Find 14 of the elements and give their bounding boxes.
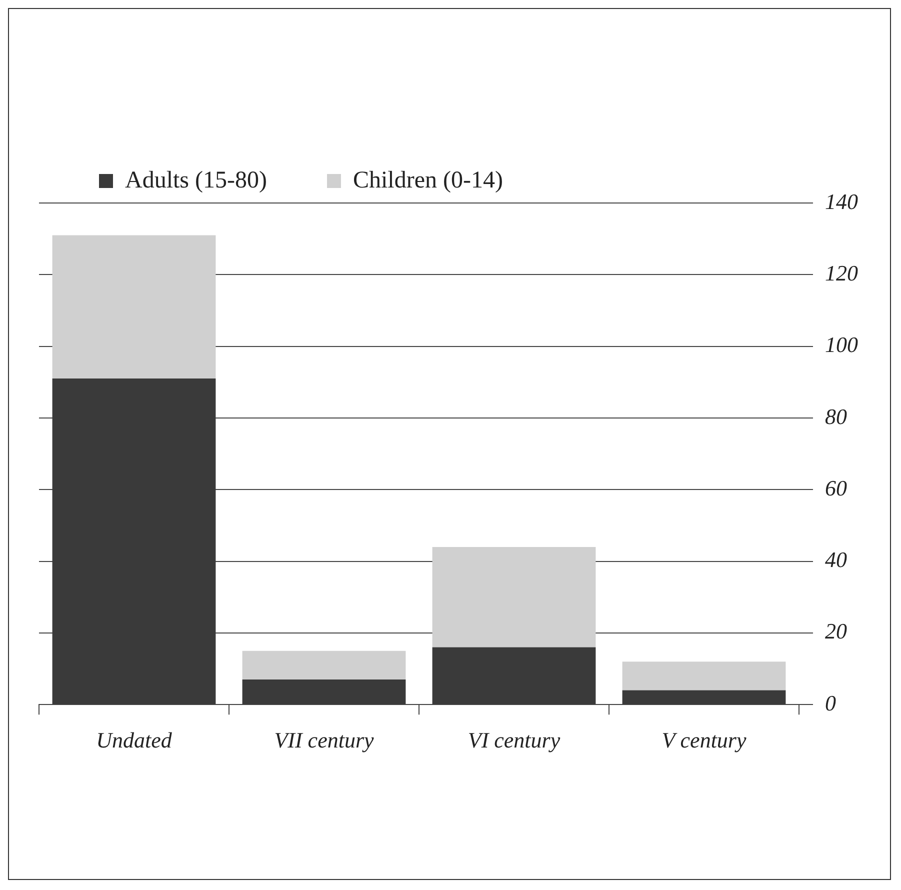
y-tick-label: 60 <box>825 475 847 500</box>
legend-label: Children (0-14) <box>352 167 503 194</box>
x-tick-label: Undated <box>96 728 173 753</box>
y-tick-label: 140 <box>825 188 858 214</box>
legend-label: Adults (15-80) <box>125 167 267 194</box>
y-tick-label: 100 <box>825 332 858 358</box>
x-tick-label: VII century <box>274 728 374 753</box>
x-tick-label: VI century <box>468 728 560 753</box>
x-tick-label: V century <box>662 728 746 753</box>
y-tick-label: 120 <box>825 260 858 286</box>
y-tick-label: 40 <box>825 547 847 572</box>
y-tick-label: 20 <box>825 618 847 644</box>
y-tick-label: 0 <box>825 690 836 716</box>
y-tick-label: 80 <box>825 404 847 429</box>
